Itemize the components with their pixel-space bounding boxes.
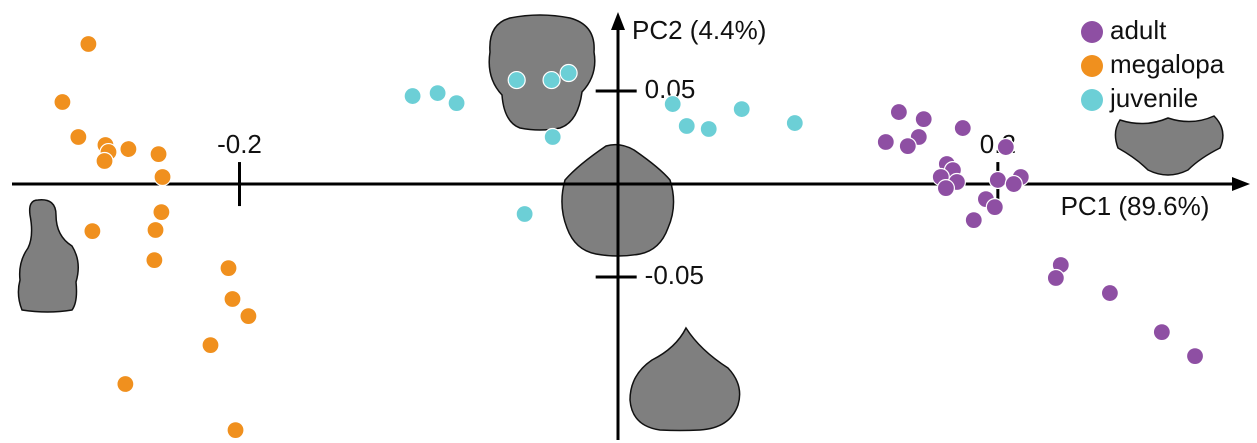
data-point: [227, 422, 244, 439]
data-point: [877, 134, 894, 151]
legend-label: adult: [1110, 15, 1167, 45]
legend-label: megalopa: [1110, 49, 1225, 79]
x-axis-label: PC1 (89.6%): [1061, 191, 1210, 221]
data-point: [448, 95, 465, 112]
data-point: [146, 252, 163, 269]
legend-marker: [1081, 89, 1103, 111]
data-point: [965, 212, 982, 229]
data-point: [220, 260, 237, 277]
data-point: [54, 94, 71, 111]
data-point: [224, 291, 241, 308]
data-point: [700, 120, 717, 137]
data-point: [997, 139, 1014, 156]
data-point: [890, 104, 907, 121]
data-point: [786, 115, 803, 132]
data-point: [733, 101, 750, 118]
data-point: [202, 337, 219, 354]
data-point: [560, 65, 577, 82]
data-point: [147, 221, 164, 238]
x-tick-label: -0.2: [217, 129, 262, 159]
data-point: [96, 152, 113, 169]
shape-outlines: [18, 15, 1223, 431]
y-axis-label: PC2 (4.4%): [632, 15, 766, 45]
chart: PC1 (89.6%) PC2 (4.4%) -0.20.20.05-0.05a…: [0, 0, 1257, 443]
data-point: [508, 72, 525, 89]
data-point: [543, 72, 560, 89]
shape-outline: [1115, 116, 1222, 175]
data-point: [117, 376, 134, 393]
data-point: [150, 146, 167, 163]
data-point: [1153, 324, 1170, 341]
data-point: [80, 35, 97, 52]
data-point: [240, 308, 257, 325]
legend-label: juvenile: [1109, 83, 1198, 113]
data-point: [678, 118, 695, 135]
data-point: [1047, 269, 1064, 286]
data-point: [544, 128, 561, 145]
data-point: [664, 96, 681, 113]
data-point: [70, 128, 87, 145]
legend-marker: [1081, 21, 1103, 43]
data-point: [899, 138, 916, 155]
data-point: [120, 141, 137, 158]
data-point: [915, 111, 932, 128]
y-tick-label: -0.05: [645, 260, 704, 290]
data-point: [1187, 348, 1204, 365]
shape-outline: [18, 200, 78, 312]
data-point: [429, 85, 446, 102]
data-point: [989, 171, 1006, 188]
data-point: [153, 204, 170, 221]
data-point: [1005, 176, 1022, 193]
data-point: [1101, 285, 1118, 302]
shape-outline: [630, 328, 740, 431]
data-point: [937, 180, 954, 197]
data-point: [404, 88, 421, 105]
x-axis-arrow: [1232, 177, 1250, 191]
data-point: [986, 199, 1003, 216]
shape-outline: [489, 15, 595, 130]
data-point: [954, 120, 971, 137]
legend-marker: [1081, 55, 1103, 77]
data-point: [154, 168, 171, 185]
data-point: [516, 206, 533, 223]
data-point: [84, 223, 101, 240]
y-axis-arrow: [611, 12, 625, 30]
